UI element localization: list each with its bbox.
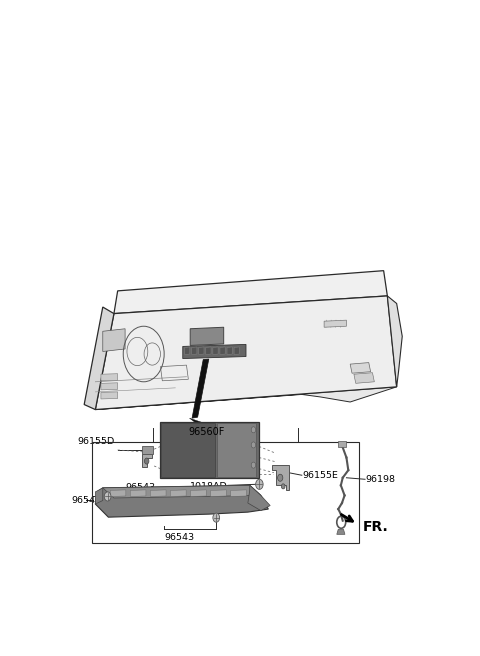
Circle shape [144,458,149,464]
Polygon shape [114,271,387,314]
Text: 96543: 96543 [125,483,155,492]
Polygon shape [96,387,396,409]
Polygon shape [350,363,371,373]
Polygon shape [96,485,268,517]
Bar [92,442,360,543]
Polygon shape [211,490,226,497]
Polygon shape [248,485,270,510]
Circle shape [104,492,111,501]
Bar [216,423,256,477]
Polygon shape [142,447,153,453]
Polygon shape [190,327,224,346]
Polygon shape [191,490,206,497]
Text: 96540: 96540 [71,496,101,505]
Polygon shape [110,490,126,497]
Text: 96560F: 96560F [189,427,225,438]
Text: 96543: 96543 [164,533,194,543]
Circle shape [251,427,256,433]
Polygon shape [150,490,166,497]
Polygon shape [101,392,118,399]
Polygon shape [103,485,261,498]
Text: 96155D: 96155D [78,438,115,447]
Polygon shape [199,347,204,354]
Circle shape [256,480,263,489]
Polygon shape [227,347,232,354]
Text: FR.: FR. [363,520,389,534]
Circle shape [277,474,283,482]
Polygon shape [324,320,347,327]
Polygon shape [272,465,289,491]
Polygon shape [190,418,202,426]
Polygon shape [337,529,345,535]
Circle shape [213,513,219,522]
Text: 96155E: 96155E [302,471,338,480]
Polygon shape [354,373,374,383]
Polygon shape [170,490,186,497]
Polygon shape [103,329,125,352]
Polygon shape [387,296,402,387]
Polygon shape [234,347,240,354]
Circle shape [251,442,256,448]
Polygon shape [84,307,114,409]
Polygon shape [206,347,211,354]
Circle shape [251,462,256,468]
Polygon shape [192,347,197,354]
Polygon shape [183,344,246,359]
Polygon shape [142,453,152,466]
Polygon shape [130,490,146,497]
Text: 96198: 96198 [366,475,396,483]
Bar [160,422,259,478]
Bar [161,423,216,477]
Circle shape [281,484,285,489]
Polygon shape [185,347,190,354]
Polygon shape [213,347,218,354]
Bar [338,441,347,447]
Polygon shape [192,359,209,418]
Polygon shape [96,296,396,409]
Polygon shape [220,347,225,354]
Text: 1018AD: 1018AD [190,482,228,491]
Polygon shape [231,490,246,497]
Polygon shape [101,383,118,390]
Polygon shape [101,374,118,380]
Polygon shape [96,488,103,504]
